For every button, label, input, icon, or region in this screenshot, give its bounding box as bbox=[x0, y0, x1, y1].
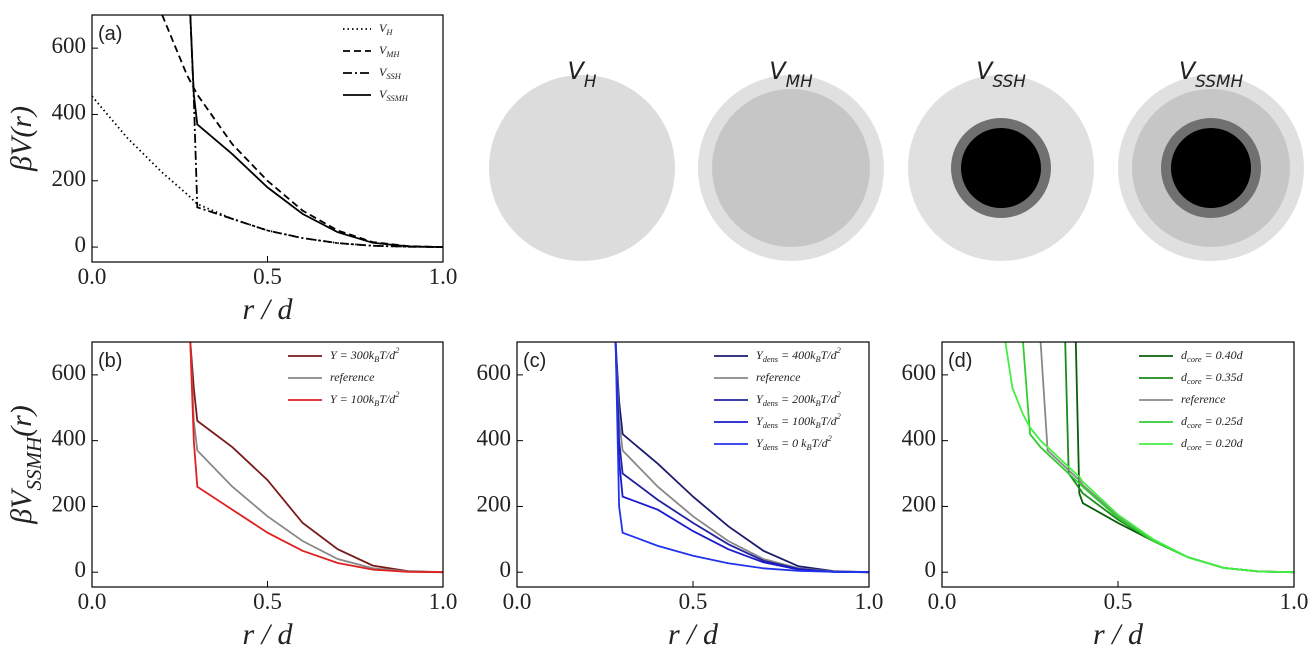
x-tick-label: 0.0 bbox=[928, 589, 957, 614]
diagram-label: VSSMH bbox=[1179, 57, 1244, 91]
chart: 0.0 0.5 1.0 0 200 400 600 (d) r / d dcore = 0.40d… bbox=[902, 341, 1309, 651]
y-tick-label: 600 bbox=[902, 360, 937, 385]
legend-label: Ydens = 100kBT/d2 bbox=[756, 412, 841, 430]
y-tick-label: 200 bbox=[902, 492, 937, 517]
panel-label: (c) bbox=[523, 350, 546, 372]
legend-label: Y = 100kBT/d2 bbox=[330, 390, 399, 408]
legend-label: reference bbox=[756, 370, 801, 384]
x-tick-label: 1.0 bbox=[429, 264, 458, 289]
legend-label: Ydens = 200kBT/d2 bbox=[756, 390, 841, 408]
series-line bbox=[189, 342, 443, 574]
series-line bbox=[614, 342, 869, 574]
series-line bbox=[92, 95, 443, 248]
chart: 0.0 0.5 1.0 0 200 400 600 (a) r / d βV(r) VH VMH VSS… bbox=[5, 14, 458, 326]
x-axis-label: r / d bbox=[242, 618, 293, 651]
legend-label: Ydens = 400kBT/d2 bbox=[756, 346, 841, 364]
y-tick-label: 400 bbox=[477, 426, 512, 451]
legend-label: dcore = 0.40d bbox=[1181, 348, 1244, 365]
y-axis-label: βVSSMH(r) bbox=[5, 405, 46, 525]
diagram-label: VMH bbox=[769, 57, 813, 91]
x-tick-label: 1.0 bbox=[855, 589, 884, 614]
x-tick-label: 0.0 bbox=[78, 589, 107, 614]
axes-frame bbox=[516, 341, 870, 588]
panel-label: (a) bbox=[98, 23, 122, 45]
y-tick-label: 600 bbox=[52, 33, 87, 58]
legend-label: dcore = 0.20d bbox=[1181, 436, 1244, 453]
particle-core bbox=[1171, 128, 1251, 208]
particle-shell bbox=[489, 75, 675, 261]
series-line bbox=[614, 342, 869, 574]
legend-label: VH bbox=[379, 21, 393, 38]
axes-frame bbox=[941, 341, 1295, 588]
y-axis-label: βV(r) bbox=[5, 106, 38, 172]
panel-label: (b) bbox=[98, 350, 122, 372]
y-tick-label: 0 bbox=[500, 557, 512, 582]
series-line bbox=[1022, 342, 1294, 574]
y-tick-label: 0 bbox=[75, 557, 87, 582]
x-tick-label: 1.0 bbox=[1280, 589, 1309, 614]
y-tick-label: 200 bbox=[52, 492, 87, 517]
legend-label: dcore = 0.35d bbox=[1181, 370, 1244, 387]
x-tick-label: 0.5 bbox=[253, 589, 282, 614]
series-line bbox=[1064, 342, 1294, 574]
legend-label: reference bbox=[1181, 392, 1226, 406]
panel-label: (d) bbox=[948, 350, 972, 372]
diagram bbox=[489, 75, 1304, 261]
series-line bbox=[161, 15, 443, 248]
chart: 0.0 0.5 1.0 0 200 400 600 (b) r / d βVSSMH(r) Y = … bbox=[5, 341, 458, 651]
series-line bbox=[189, 15, 443, 248]
legend-label: VMH bbox=[379, 43, 400, 60]
y-tick-label: 400 bbox=[52, 426, 87, 451]
series-line bbox=[614, 342, 869, 574]
legend-label: VSSH bbox=[379, 65, 402, 82]
diagram-label: VH bbox=[567, 57, 596, 91]
x-tick-label: 0.5 bbox=[1104, 589, 1133, 614]
series-line bbox=[189, 342, 443, 574]
legend-label: Ydens = 0 kBT/d2 bbox=[756, 434, 832, 452]
y-tick-label: 600 bbox=[477, 360, 512, 385]
y-tick-label: 0 bbox=[925, 557, 937, 582]
x-tick-label: 0.0 bbox=[503, 589, 532, 614]
series-line bbox=[1004, 342, 1294, 574]
y-tick-label: 0 bbox=[75, 232, 87, 257]
legend-label: dcore = 0.25d bbox=[1181, 414, 1244, 431]
x-axis-label: r / d bbox=[242, 293, 293, 326]
y-tick-label: 400 bbox=[902, 426, 937, 451]
x-tick-label: 0.5 bbox=[253, 264, 282, 289]
particle-core bbox=[961, 128, 1041, 208]
series-line bbox=[614, 342, 869, 574]
particle-mid bbox=[712, 89, 870, 247]
y-tick-label: 200 bbox=[477, 492, 512, 517]
axes-frame bbox=[91, 341, 444, 588]
diagram-label: VSSH bbox=[976, 57, 1026, 91]
x-axis-label: r / d bbox=[668, 618, 719, 651]
legend-label: VSSMH bbox=[379, 87, 409, 104]
y-tick-label: 400 bbox=[52, 100, 87, 125]
series-line bbox=[189, 342, 443, 574]
x-tick-label: 1.0 bbox=[429, 589, 458, 614]
x-tick-label: 0.5 bbox=[679, 589, 708, 614]
x-axis-label: r / d bbox=[1093, 618, 1144, 651]
legend-label: reference bbox=[330, 370, 375, 384]
series-line bbox=[614, 342, 869, 574]
axes-frame bbox=[91, 14, 444, 263]
y-tick-label: 600 bbox=[52, 360, 87, 385]
y-tick-label: 200 bbox=[52, 166, 87, 191]
series-line bbox=[189, 15, 443, 248]
x-tick-label: 0.0 bbox=[78, 264, 107, 289]
chart: 0.0 0.5 1.0 0 200 400 600 (c) r / d Ydens = 400kB… bbox=[477, 341, 884, 651]
legend-label: Y = 300kBT/d2 bbox=[330, 346, 399, 364]
